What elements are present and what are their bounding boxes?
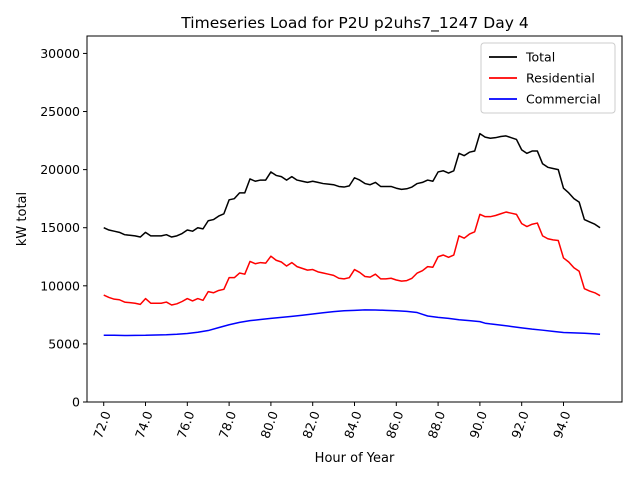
- series-line-commercial: [103, 309, 601, 337]
- x-tick-label: 84.0: [341, 409, 365, 440]
- y-tick-label: 15000: [40, 220, 80, 235]
- x-tick-label: 94.0: [550, 409, 574, 440]
- x-axis-title: Hour of Year: [315, 451, 395, 466]
- x-tick-label: 78.0: [216, 409, 240, 440]
- chart-title: Timeseries Load for P2U p2uhs7_1247 Day …: [180, 14, 528, 33]
- x-tick-label: 92.0: [508, 409, 532, 440]
- y-axis: 0 5000 10000 15000 20000 25000 30000: [40, 46, 87, 410]
- y-axis-title: kW total: [15, 192, 30, 246]
- legend: Total Residential Commercial: [480, 42, 616, 114]
- x-tick-label: 82.0: [299, 409, 323, 440]
- plot-lines: [103, 132, 601, 337]
- legend-box: [480, 42, 616, 114]
- x-tick-label: 90.0: [466, 409, 490, 440]
- y-tick-label: 0: [72, 395, 80, 410]
- legend-label-total: Total: [525, 50, 555, 65]
- y-tick-label: 5000: [48, 336, 80, 351]
- y-tick-label: 20000: [40, 162, 80, 177]
- x-tick-label: 80.0: [257, 409, 281, 440]
- x-tick-label: 72.0: [90, 409, 114, 440]
- legend-label-commercial: Commercial: [526, 92, 601, 107]
- y-tick-label: 10000: [40, 278, 80, 293]
- legend-label-residential: Residential: [526, 71, 595, 86]
- x-tick-label: 76.0: [174, 409, 198, 440]
- x-axis: 72.0 74.0 76.0 78.0 80.0 82.0 84.0 86.0 88.0 90.0…: [90, 402, 574, 440]
- x-tick-label: 74.0: [132, 409, 156, 440]
- y-tick-label: 30000: [40, 46, 80, 61]
- y-tick-label: 25000: [40, 104, 80, 119]
- x-tick-label: 86.0: [383, 409, 407, 440]
- x-tick-label: 88.0: [425, 409, 449, 440]
- series-line-residential: [103, 211, 601, 306]
- series-line-total: [103, 132, 601, 238]
